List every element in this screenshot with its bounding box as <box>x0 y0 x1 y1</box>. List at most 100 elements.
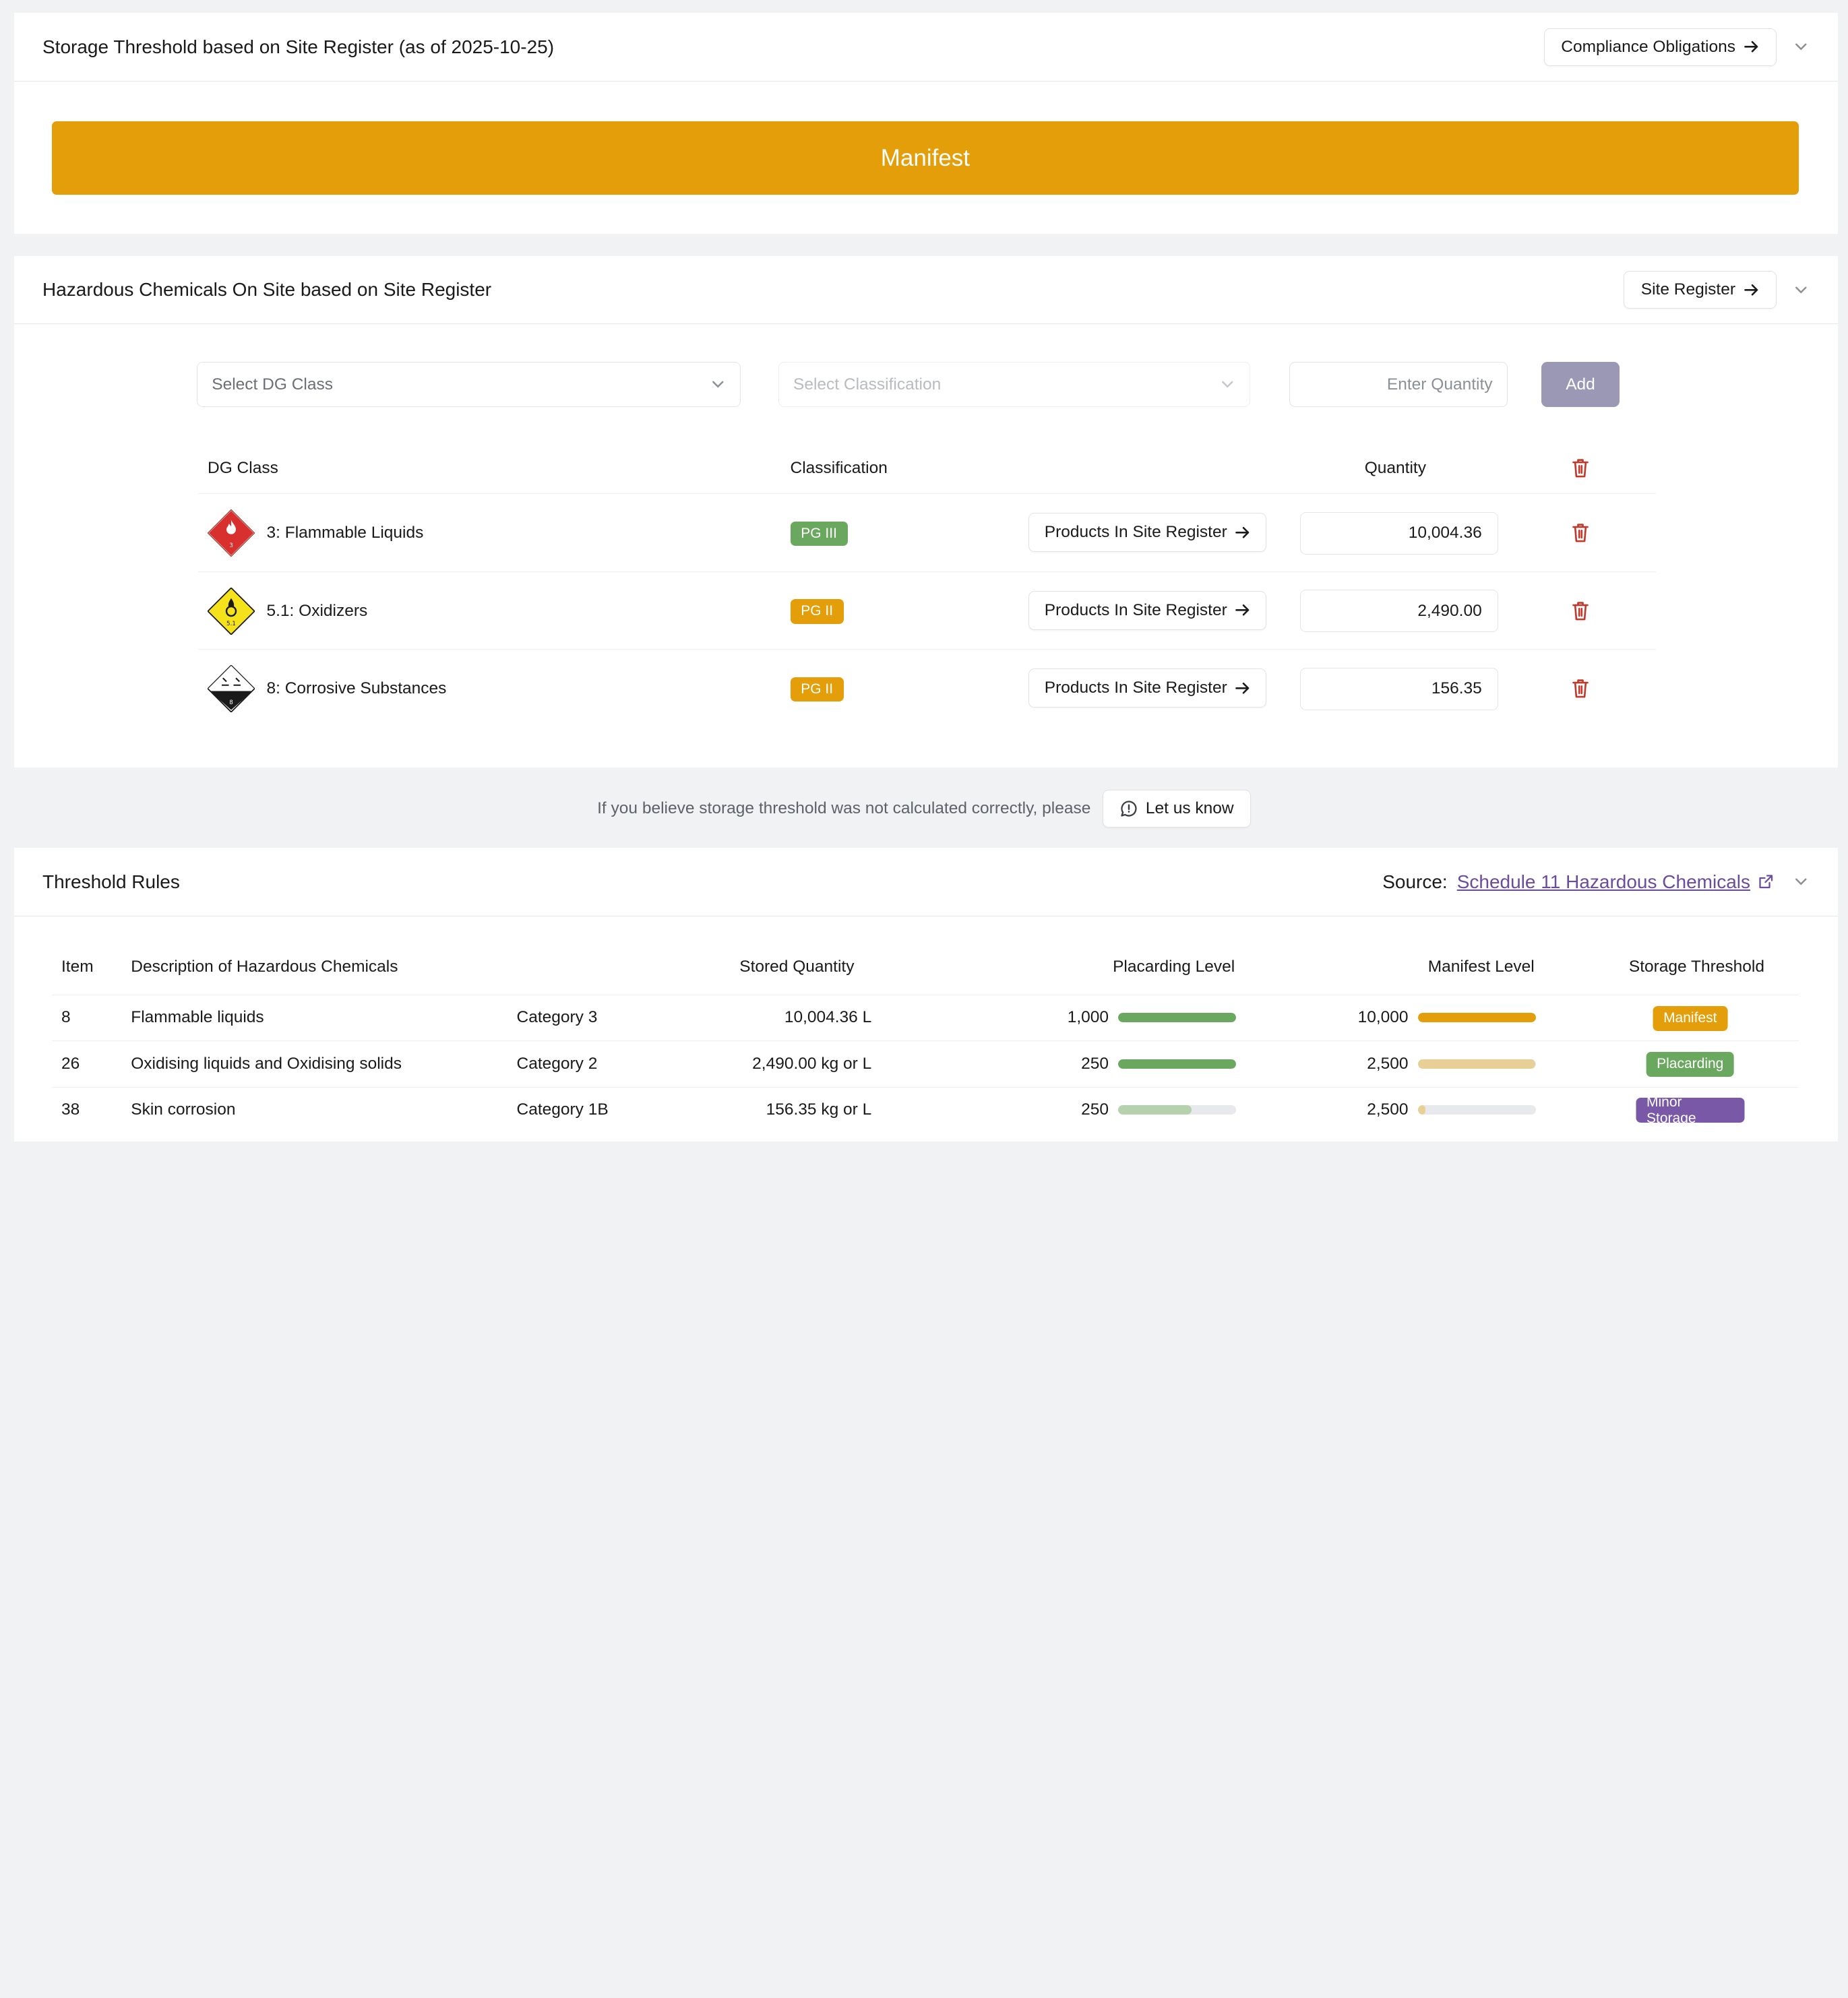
dg-class-name: 3: Flammable Liquids <box>266 524 424 542</box>
description-cell: Oxidising liquids and Oxidising solids <box>131 1054 402 1073</box>
chemicals-table: DG Class Classification Quantity 3 3: Fl… <box>198 441 1656 728</box>
page: Storage Threshold based on Site Register… <box>0 13 1848 1142</box>
hazardous-chemicals-header[interactable]: Hazardous Chemicals On Site based on Sit… <box>14 256 1838 325</box>
arrow-right-icon <box>1235 682 1250 694</box>
products-in-site-register-button[interactable]: Products In Site Register <box>1028 590 1267 630</box>
classification-header: Classification <box>790 458 888 477</box>
trash-icon[interactable] <box>1571 600 1590 622</box>
feedback-text: If you believe storage threshold was not… <box>597 799 1091 817</box>
calculation-feedback-notice: If you believe storage threshold was not… <box>0 789 1848 828</box>
quantity-input[interactable] <box>1289 362 1508 407</box>
placarding-level-bar <box>1118 1059 1236 1069</box>
classification-placeholder: Select Classification <box>793 375 942 394</box>
chevron-down-icon[interactable] <box>1793 38 1810 55</box>
manifest-level-bar <box>1417 1013 1536 1023</box>
placarding-level-header: Placarding Level <box>1113 958 1235 976</box>
threshold-rules-title: Threshold Rules <box>42 871 180 892</box>
category-cell: Category 2 <box>516 1054 598 1073</box>
placarding-level-fill <box>1118 1059 1236 1069</box>
item-cell: 38 <box>61 1100 80 1119</box>
manifest-level-bar <box>1417 1104 1536 1115</box>
dg-class-placeholder: Select DG Class <box>212 375 333 394</box>
manifest-level-fill <box>1417 1104 1425 1115</box>
storage-threshold-header[interactable]: Storage Threshold based on Site Register… <box>14 13 1838 82</box>
oxidizer-diamond-icon: 5.1 <box>208 587 255 635</box>
threshold-rules-card: Threshold Rules Source: Schedule 11 Haza… <box>14 848 1838 1142</box>
let-us-know-label: Let us know <box>1145 799 1234 817</box>
corrosive-diamond-icon: 8 <box>208 665 255 712</box>
stored-quantity-header: Stored Quantity <box>739 958 855 976</box>
dg-class-name: 8: Corrosive Substances <box>266 679 447 697</box>
rules-table-header: Item Description of Hazardous Chemicals … <box>52 942 1799 995</box>
quantity-field[interactable]: 10,004.36 <box>1299 511 1498 555</box>
products-in-site-register-button[interactable]: Products In Site Register <box>1028 668 1267 708</box>
packing-group-badge: PG III <box>790 521 848 547</box>
let-us-know-button[interactable]: Let us know <box>1102 789 1252 828</box>
rules-table-body: 8 Flammable liquids Category 3 10,004.36 L 1… <box>52 995 1799 1133</box>
manifest-level-header: Manifest Level <box>1427 958 1535 976</box>
category-cell: Category 3 <box>516 1008 598 1027</box>
storage-threshold-badge: Placarding <box>1646 1052 1735 1077</box>
site-register-label: Site Register <box>1640 280 1735 299</box>
category-cell: Category 1B <box>516 1100 609 1119</box>
packing-group-badge: PG II <box>790 599 844 624</box>
storage-threshold-title: Storage Threshold based on Site Register… <box>42 36 555 57</box>
quantity-field[interactable]: 156.35 <box>1299 667 1498 710</box>
threshold-rules-header[interactable]: Threshold Rules Source: Schedule 11 Haza… <box>14 848 1838 916</box>
dg-class-select[interactable]: Select DG Class <box>197 362 741 407</box>
source-label: Source: <box>1382 871 1448 892</box>
description-cell: Skin corrosion <box>131 1100 236 1119</box>
products-in-site-register-button[interactable]: Products In Site Register <box>1028 513 1267 552</box>
site-register-button[interactable]: Site Register <box>1624 271 1777 309</box>
threshold-status-banner: Manifest <box>52 121 1799 195</box>
arrow-right-icon <box>1235 526 1250 538</box>
schedule-11-link-label: Schedule 11 Hazardous Chemicals <box>1456 871 1750 892</box>
add-button[interactable]: Add <box>1541 362 1620 407</box>
dg-class-name: 5.1: Oxidizers <box>266 601 368 620</box>
manifest-level-fill <box>1417 1013 1536 1023</box>
svg-text:8: 8 <box>229 699 233 706</box>
compliance-obligations-button[interactable]: Compliance Obligations <box>1543 28 1777 66</box>
rule-row: 26 Oxidising liquids and Oxidising solids… <box>52 1041 1799 1088</box>
flammable-liquid-diamond-icon: 3 <box>208 509 255 557</box>
trash-icon[interactable] <box>1571 678 1590 699</box>
chevron-down-icon[interactable] <box>1793 282 1810 299</box>
hazardous-chemicals-title: Hazardous Chemicals On Site based on Sit… <box>42 279 492 300</box>
quantity-header: Quantity <box>1364 458 1426 477</box>
svg-text:5.1: 5.1 <box>226 621 236 627</box>
chemical-row: 5.1 5.1: Oxidizers PG II Products In Sit… <box>198 572 1656 650</box>
storage-threshold-badge: Minor Storage <box>1636 1094 1745 1126</box>
rule-row: 8 Flammable liquids Category 3 10,004.36 L 1… <box>52 995 1799 1042</box>
chemicals-table-header: DG Class Classification Quantity <box>198 441 1656 495</box>
placarding-level-cell: 1,000 <box>1067 1008 1109 1027</box>
description-header: Description of Hazardous Chemicals <box>131 958 398 976</box>
placarding-level-fill <box>1118 1104 1192 1115</box>
chemical-row: 3 3: Flammable Liquids PG III Products I… <box>198 494 1656 572</box>
placarding-level-cell: 250 <box>1081 1054 1109 1073</box>
chevron-down-icon <box>1221 381 1233 388</box>
schedule-11-link[interactable]: Schedule 11 Hazardous Chemicals <box>1457 871 1774 893</box>
manifest-level-cell: 2,500 <box>1367 1054 1409 1073</box>
description-cell: Flammable liquids <box>131 1008 264 1027</box>
classification-select[interactable]: Select Classification <box>778 362 1250 407</box>
hazardous-chemicals-card: Hazardous Chemicals On Site based on Sit… <box>14 255 1838 768</box>
external-link-icon <box>1758 875 1773 889</box>
trash-icon[interactable] <box>1571 522 1590 544</box>
arrow-right-icon <box>1744 41 1758 53</box>
manifest-level-cell: 2,500 <box>1367 1100 1409 1119</box>
chemical-row: 8 8: Corrosive Substances PG II Products… <box>198 650 1656 728</box>
chevron-down-icon[interactable] <box>1793 873 1810 890</box>
threshold-rules-table: Item Description of Hazardous Chemicals … <box>52 942 1799 1133</box>
products-label: Products In Site Register <box>1044 523 1227 542</box>
stored-quantity-cell: 10,004.36 L <box>784 1008 872 1027</box>
placarding-level-bar <box>1118 1013 1236 1023</box>
quantity-field[interactable]: 2,490.00 <box>1299 590 1498 632</box>
storage-threshold-header: Storage Threshold <box>1628 958 1764 976</box>
packing-group-badge: PG II <box>790 677 844 702</box>
products-label: Products In Site Register <box>1044 679 1227 697</box>
dg-class-header: DG Class <box>208 458 278 477</box>
manifest-level-bar <box>1417 1059 1536 1069</box>
delete-all-icon[interactable] <box>1571 458 1590 479</box>
placarding-level-fill <box>1118 1013 1236 1023</box>
item-header: Item <box>61 958 94 976</box>
